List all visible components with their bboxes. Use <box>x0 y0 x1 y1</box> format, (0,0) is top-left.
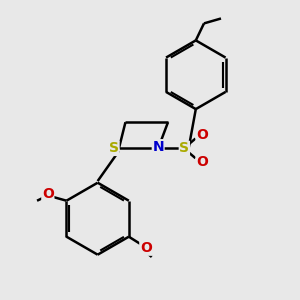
Text: S: S <box>109 141 119 155</box>
Text: O: O <box>140 241 152 255</box>
Text: S: S <box>179 141 189 155</box>
Text: O: O <box>196 128 208 142</box>
Text: O: O <box>42 187 54 201</box>
Text: N: N <box>152 140 164 154</box>
Text: O: O <box>196 155 208 169</box>
